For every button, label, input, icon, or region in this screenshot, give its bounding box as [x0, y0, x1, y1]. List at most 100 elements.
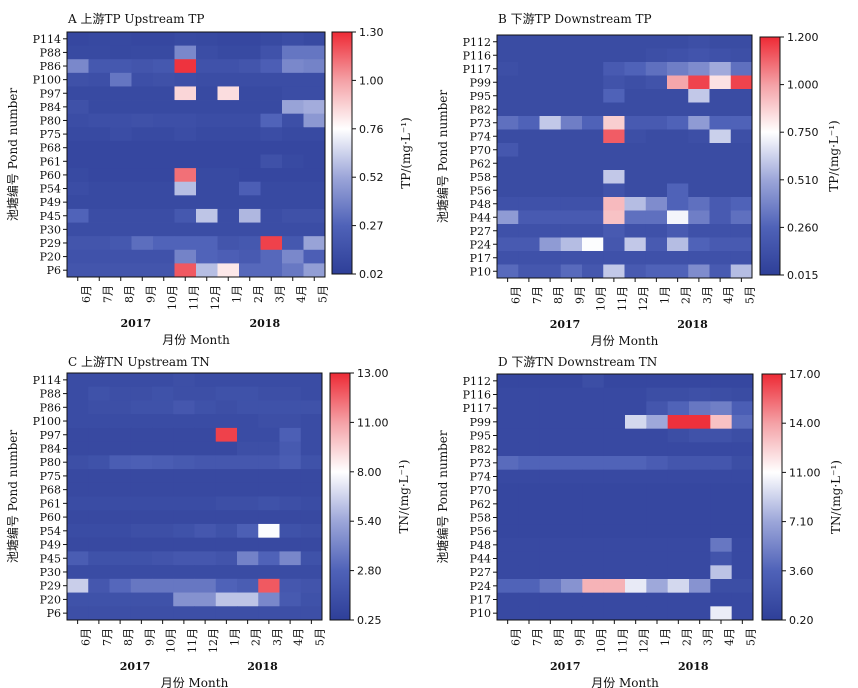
heatmap-cell — [582, 428, 605, 443]
heatmap-cell — [130, 373, 153, 388]
heatmap-cell — [625, 592, 647, 607]
heatmap-cell — [67, 32, 89, 47]
heatmap-cell — [130, 551, 153, 566]
heatmap-cell — [217, 195, 240, 210]
heatmap-cell — [539, 469, 562, 484]
y-tick-label: P73 — [470, 457, 491, 470]
heatmap-cell — [497, 374, 519, 389]
colorbar-tick-label: 5.40 — [357, 515, 382, 528]
heatmap-cell — [258, 400, 280, 415]
heatmap-cell — [497, 210, 519, 225]
heatmap-cell — [667, 538, 690, 553]
heatmap-cell — [689, 606, 711, 621]
heatmap-cell — [130, 496, 153, 511]
heatmap-cell — [539, 442, 562, 457]
heatmap-cell — [603, 143, 625, 157]
heatmap-cell — [130, 523, 153, 539]
heatmap-cell — [110, 181, 132, 196]
heatmap-cell — [645, 35, 668, 49]
heatmap-cell — [67, 181, 89, 196]
heatmap-cell — [88, 195, 111, 210]
heatmap-cell — [300, 523, 323, 539]
y-tick-label: P49 — [40, 539, 61, 552]
heatmap-cell — [260, 100, 283, 115]
x-tick-label: 12月 — [209, 285, 222, 310]
heatmap-cell — [152, 565, 174, 580]
y-tick-label: P30 — [40, 566, 61, 579]
x-tick-label: 5月 — [744, 628, 757, 646]
heatmap-cell — [646, 483, 669, 498]
heatmap-cell — [279, 400, 302, 415]
heatmap-cell — [731, 428, 754, 443]
heatmap-cell — [300, 441, 323, 456]
heatmap-cell — [518, 75, 540, 90]
heatmap-cell — [730, 156, 753, 171]
x-tick-label: 10月 — [595, 286, 608, 311]
heatmap-cell — [88, 45, 111, 60]
y-tick-label: P99 — [470, 76, 491, 89]
heatmap-cell — [667, 456, 690, 471]
y-tick-label: P86 — [40, 60, 61, 73]
heatmap-cell — [582, 579, 605, 594]
heatmap-cell — [196, 195, 218, 210]
x-tick-label: 5月 — [313, 628, 326, 646]
heatmap-cell — [88, 551, 110, 566]
heatmap-cell — [196, 45, 218, 60]
y-tick-label: P74 — [470, 471, 491, 484]
heatmap-cell — [237, 373, 259, 388]
heatmap-cell — [624, 89, 647, 103]
heatmap-cell — [88, 59, 111, 74]
x-tick-label: 7月 — [101, 285, 114, 303]
heatmap-cell — [539, 264, 562, 279]
y-tick-label: P88 — [40, 46, 61, 59]
heatmap-cell — [625, 551, 647, 566]
heatmap-cell — [260, 181, 283, 196]
x-axis-label: 月份 Month — [591, 334, 659, 348]
heatmap-cell — [174, 72, 197, 87]
heatmap-cell — [300, 592, 323, 607]
heatmap-cell — [560, 224, 583, 238]
y-tick-label: P86 — [40, 401, 61, 414]
heatmap-cell — [689, 592, 711, 607]
heatmap-cell — [582, 170, 604, 184]
heatmap-cell — [645, 129, 668, 144]
heatmap-cell — [88, 181, 111, 196]
x-tick-label: 8月 — [552, 628, 565, 646]
heatmap-cell — [625, 456, 647, 471]
heatmap-cell — [239, 127, 261, 142]
heatmap-cell — [539, 387, 562, 402]
heatmap-cell — [300, 373, 323, 388]
heatmap-cell — [709, 48, 732, 63]
heatmap-cell — [88, 496, 110, 511]
heatmap-cell — [603, 415, 626, 430]
heatmap-cell — [153, 236, 175, 251]
heatmap-cell — [130, 510, 153, 525]
heatmap-cell — [173, 523, 195, 539]
heatmap-cell — [174, 168, 197, 183]
heatmap-cell — [109, 386, 132, 401]
heatmap-cell — [153, 154, 175, 169]
heatmap-cell — [518, 183, 540, 198]
heatmap-cell — [646, 415, 669, 430]
heatmap-cell — [710, 606, 733, 621]
heatmap-cell — [497, 35, 519, 49]
heatmap-cell — [624, 197, 647, 211]
colorbar-tick-label: 0.260 — [787, 221, 819, 234]
year-label: 2017 — [120, 317, 151, 330]
heatmap-cell — [88, 482, 110, 497]
heatmap-cell — [152, 578, 174, 593]
heatmap-cell — [67, 86, 89, 101]
heatmap-cell — [667, 156, 689, 171]
heatmap-cell — [646, 469, 669, 484]
heatmap-cell — [560, 129, 583, 144]
heatmap-cell — [625, 483, 647, 498]
heatmap-cell — [561, 510, 583, 525]
heatmap-cell — [731, 579, 754, 594]
heatmap-cell — [260, 236, 283, 251]
heatmap-cell — [67, 45, 89, 60]
heatmap-cell — [131, 249, 154, 264]
heatmap-cell — [174, 181, 197, 196]
heatmap-cell — [303, 181, 326, 196]
heatmap-cell — [300, 427, 323, 443]
y-tick-label: P56 — [470, 525, 491, 538]
